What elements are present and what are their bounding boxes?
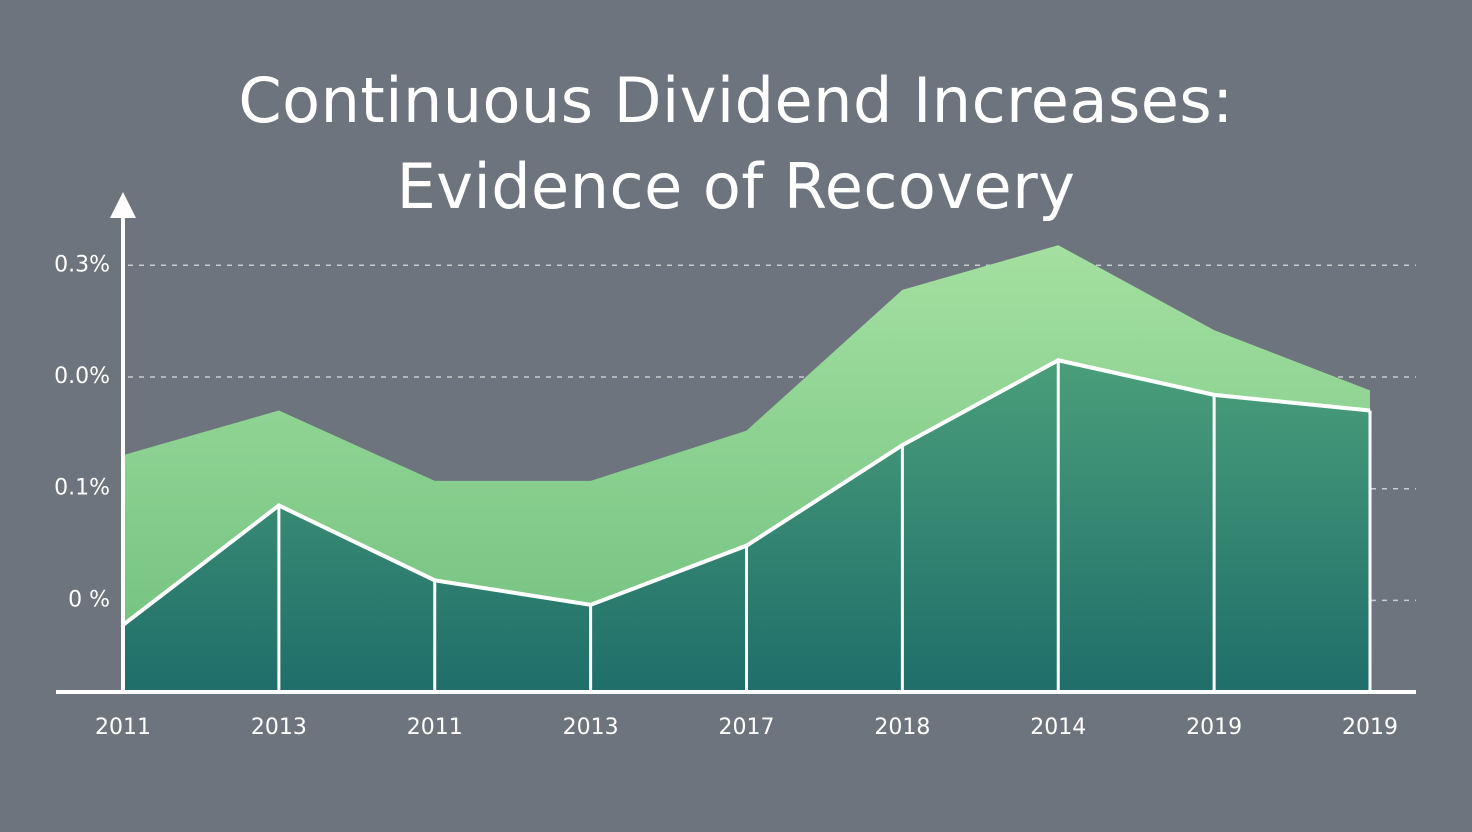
chart-title: Continuous Dividend Increases: Evidence … xyxy=(238,64,1234,223)
x-tick-label: 2018 xyxy=(874,715,930,740)
x-tick-label: 2013 xyxy=(251,715,307,740)
x-tick-label: 2019 xyxy=(1342,715,1398,740)
y-tick-label: 0.1% xyxy=(54,476,110,501)
y-tick-label: 0 % xyxy=(68,587,110,612)
y-tick-label: 0.3% xyxy=(54,252,110,277)
x-tick-label: 2011 xyxy=(407,715,463,740)
x-tick-label: 2017 xyxy=(719,715,775,740)
x-tick-label: 2014 xyxy=(1030,715,1086,740)
y-tick-label: 0.0% xyxy=(54,364,110,389)
x-tick-label: 2013 xyxy=(563,715,619,740)
y-axis-arrow xyxy=(110,192,136,218)
line xyxy=(121,358,1371,627)
x-tick-label: 2019 xyxy=(1186,715,1242,740)
x-tick-label: 2011 xyxy=(95,715,151,740)
